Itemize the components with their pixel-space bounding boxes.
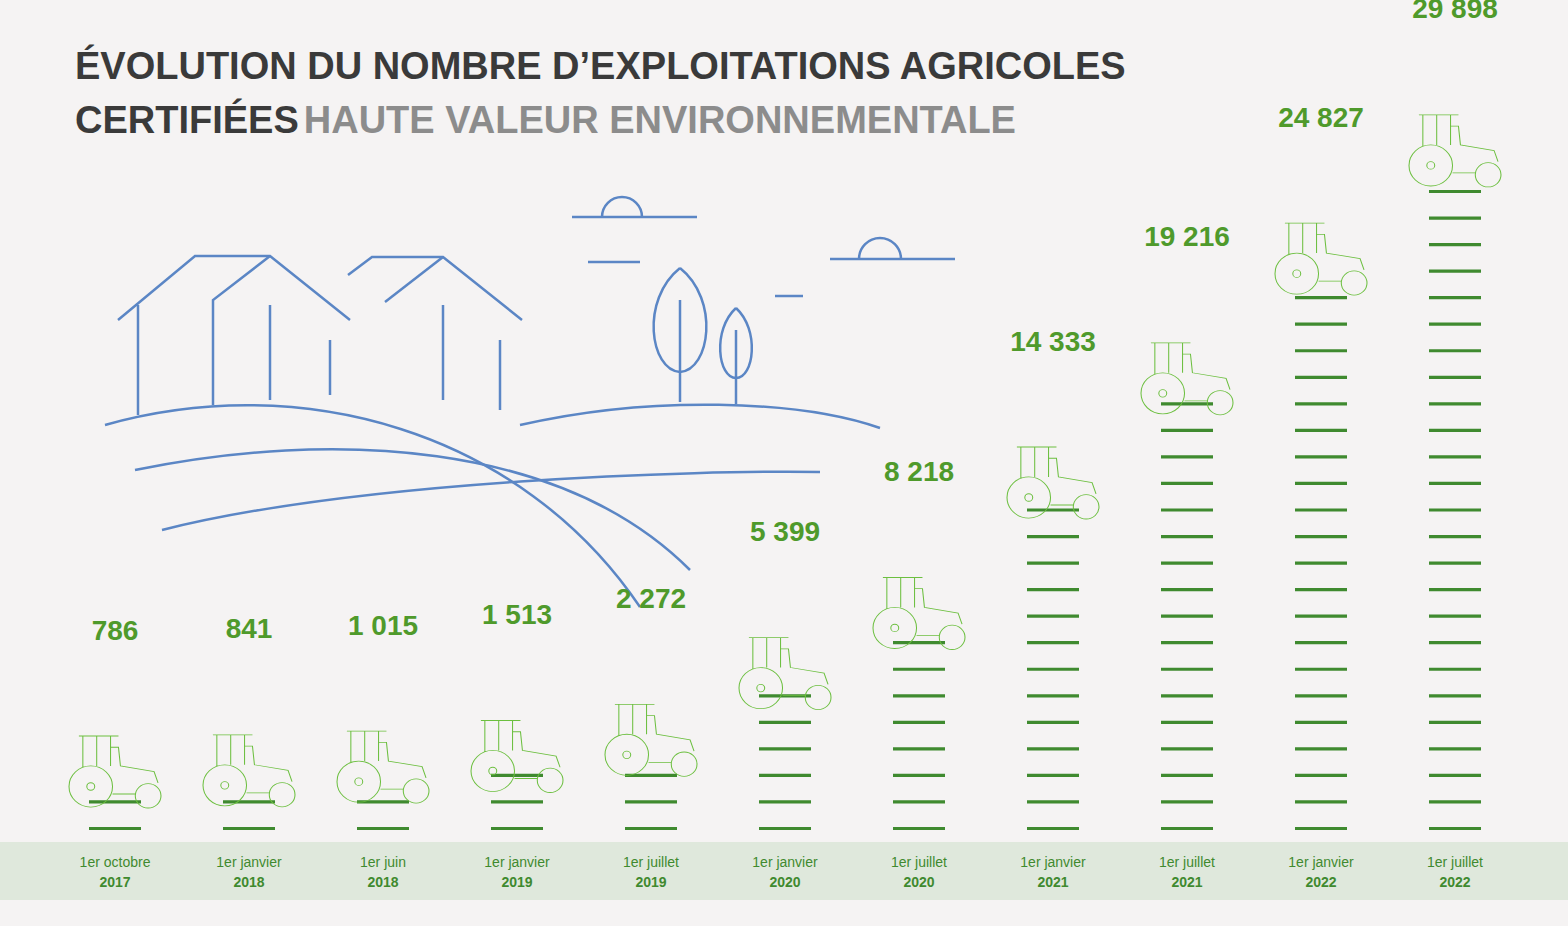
svg-text:14 333: 14 333 [1010, 326, 1096, 357]
svg-text:HAUTE VALEUR ENVIRONNEMENTALE: HAUTE VALEUR ENVIRONNEMENTALE [304, 99, 1016, 141]
svg-text:841: 841 [226, 613, 273, 644]
svg-text:1 513: 1 513 [482, 599, 552, 630]
svg-text:2018: 2018 [367, 874, 398, 890]
svg-text:1er octobre: 1er octobre [80, 854, 151, 870]
svg-text:1er janvier: 1er janvier [216, 854, 282, 870]
svg-text:2021: 2021 [1171, 874, 1202, 890]
svg-text:CERTIFIÉES: CERTIFIÉES [75, 98, 299, 141]
svg-text:1er juillet: 1er juillet [1427, 854, 1483, 870]
svg-text:1 015: 1 015 [348, 610, 418, 641]
svg-text:8 218: 8 218 [884, 456, 954, 487]
svg-text:1er juin: 1er juin [360, 854, 406, 870]
svg-text:1er juillet: 1er juillet [1159, 854, 1215, 870]
svg-text:2021: 2021 [1037, 874, 1068, 890]
svg-text:19 216: 19 216 [1144, 221, 1230, 252]
svg-text:5 399: 5 399 [750, 516, 820, 547]
svg-text:2 272: 2 272 [616, 583, 686, 614]
svg-text:1er juillet: 1er juillet [623, 854, 679, 870]
svg-text:ÉVOLUTION DU NOMBRE D’EXPLOITA: ÉVOLUTION DU NOMBRE D’EXPLOITATIONS AGRI… [75, 44, 1126, 87]
svg-text:24 827: 24 827 [1278, 102, 1364, 133]
svg-text:1er juillet: 1er juillet [891, 854, 947, 870]
svg-text:2022: 2022 [1439, 874, 1470, 890]
svg-text:29 898: 29 898 [1412, 0, 1498, 24]
svg-text:2020: 2020 [769, 874, 800, 890]
svg-text:786: 786 [92, 615, 139, 646]
svg-text:2019: 2019 [635, 874, 666, 890]
svg-text:2022: 2022 [1305, 874, 1336, 890]
svg-text:1er janvier: 1er janvier [752, 854, 818, 870]
svg-text:2018: 2018 [233, 874, 264, 890]
svg-text:2017: 2017 [99, 874, 130, 890]
svg-text:2019: 2019 [501, 874, 532, 890]
svg-text:1er janvier: 1er janvier [1288, 854, 1354, 870]
svg-text:1er janvier: 1er janvier [1020, 854, 1086, 870]
svg-text:2020: 2020 [903, 874, 934, 890]
svg-text:1er janvier: 1er janvier [484, 854, 550, 870]
